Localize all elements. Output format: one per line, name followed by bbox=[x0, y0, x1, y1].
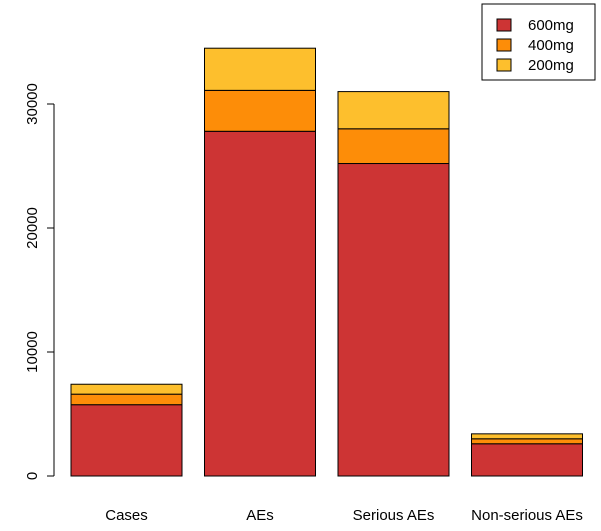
legend-swatch-200mg bbox=[496, 58, 512, 72]
legend-label-400mg: 400mg bbox=[528, 37, 574, 54]
legend-swatch-600mg bbox=[496, 18, 512, 32]
legend: 600mg 400mg 200mg bbox=[481, 3, 596, 81]
bar-serious-aes-600mg bbox=[337, 163, 450, 477]
bar-non-serious-aes-200mg bbox=[471, 433, 583, 440]
legend-label-600mg: 600mg bbox=[528, 17, 574, 34]
bar-cases-200mg bbox=[70, 383, 183, 395]
y-tick-label: 10000 bbox=[24, 331, 41, 373]
y-axis: 0 10000 20000 30000 bbox=[24, 83, 55, 480]
bars bbox=[70, 47, 583, 477]
x-category-label: AEs bbox=[246, 507, 274, 524]
bar-non-serious-aes-600mg bbox=[471, 443, 583, 477]
bar-cases-600mg bbox=[70, 404, 183, 477]
x-axis-labels: Cases AEs Serious AEs Non-serious AEs bbox=[105, 507, 583, 524]
bar-aes-200mg bbox=[204, 47, 316, 91]
x-category-label: Serious AEs bbox=[353, 507, 435, 524]
bar-aes-400mg bbox=[204, 89, 316, 132]
y-tick-label: 20000 bbox=[24, 207, 41, 249]
legend-swatch-400mg bbox=[496, 38, 512, 52]
bar-serious-aes-400mg bbox=[337, 128, 450, 165]
bar-serious-aes-200mg bbox=[337, 91, 450, 130]
bar-aes-600mg bbox=[204, 130, 316, 477]
y-tick-label: 0 bbox=[24, 472, 41, 480]
bar-non-serious-aes-400mg bbox=[471, 438, 583, 445]
y-tick-label: 30000 bbox=[24, 83, 41, 125]
bar-cases-400mg bbox=[70, 393, 183, 406]
legend-label-200mg: 200mg bbox=[528, 57, 574, 74]
x-category-label: Non-serious AEs bbox=[471, 507, 583, 524]
x-category-label: Cases bbox=[105, 507, 148, 524]
